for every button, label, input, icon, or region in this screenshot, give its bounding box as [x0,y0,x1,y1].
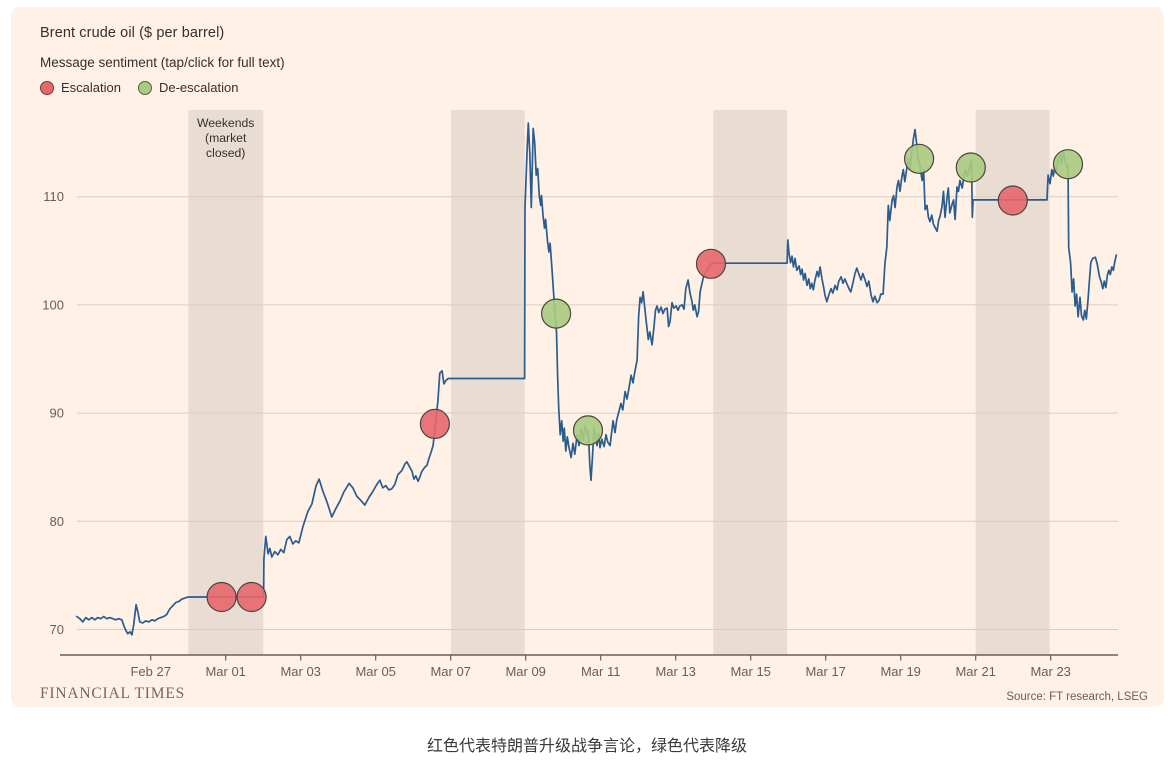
x-tick-label: Mar 17 [805,664,845,679]
chart-title: Brent crude oil ($ per barrel) [40,25,225,41]
legend-label-de-escalation: De-escalation [158,80,239,95]
de-escalation-marker[interactable] [955,152,986,183]
x-tick-label: Mar 03 [280,664,320,679]
weekend-band [188,110,264,655]
de-escalation-marker[interactable] [903,143,935,174]
x-tick-label: Mar 13 [655,664,695,679]
x-tick-label: Mar 05 [355,664,395,679]
legend-item-escalation: Escalation [40,80,121,95]
x-tick-label: Mar 23 [1030,664,1070,679]
x-tick-label: Feb 27 [130,664,170,679]
de-escalation-dot-icon [137,80,152,95]
ft-logo: FINANCIAL TIMES [40,685,186,702]
y-tick-label: 70 [50,622,64,637]
escalation-marker[interactable] [419,408,450,439]
x-tick-label: Mar 11 [581,664,621,679]
escalation-marker[interactable] [997,185,1028,216]
escalation-marker[interactable] [236,581,267,613]
weekend-band [713,110,788,655]
escalation-marker[interactable] [695,248,727,279]
de-escalation-marker[interactable] [540,298,572,329]
legend-item-de-escalation: De-escalation [137,80,239,95]
escalation-marker[interactable] [206,581,237,613]
y-tick-label: 90 [50,406,64,421]
weekend-note-line: Weekends [197,116,254,130]
x-tick-label: Mar 21 [955,664,995,679]
source-note: Source: FT research, LSEG [1006,691,1148,703]
chart-card: Brent crude oil ($ per barrel) Message s… [11,7,1164,707]
legend-label-escalation: Escalation [61,80,121,95]
de-escalation-marker[interactable] [1052,149,1084,180]
y-tick-label: 80 [50,514,64,529]
chart-subtitle: Message sentiment (tap/click for full te… [40,55,285,70]
price-line [75,122,1118,636]
caption: 红色代表特朗普升级战争言论，绿色代表降级 [426,738,747,755]
x-tick-label: Mar 01 [205,664,245,679]
y-tick-label: 110 [43,189,64,204]
x-tick-label: Mar 19 [880,664,920,679]
weekend-note-line: (market [205,131,247,145]
x-tick-label: Mar 07 [430,664,470,679]
x-tick-label: Mar 09 [505,664,545,679]
de-escalation-marker[interactable] [572,415,604,446]
escalation-dot-icon [40,80,54,95]
legend: Escalation De-escalation [40,80,238,95]
weekend-note-line: closed) [206,146,245,160]
weekend-band [451,110,525,655]
x-tick-label: Mar 15 [730,664,770,679]
y-tick-label: 100 [42,297,64,312]
